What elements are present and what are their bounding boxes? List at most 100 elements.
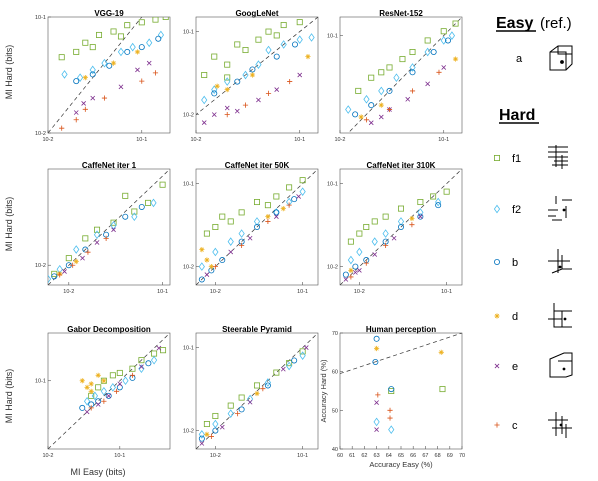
data-point [105, 392, 112, 399]
series-asterisk [214, 53, 311, 93]
data-point [417, 214, 423, 219]
data-point [239, 242, 245, 249]
data-point [291, 41, 298, 48]
series-square [355, 20, 459, 94]
data-point [296, 35, 303, 44]
identity-line [347, 17, 462, 133]
legend-easy-suffix: (ref.) [540, 15, 572, 32]
data-point [345, 105, 352, 114]
series-square [347, 188, 450, 245]
data-point [84, 384, 90, 390]
data-point [358, 114, 364, 120]
data-point [134, 49, 141, 55]
x-tick-label: 10-2 [63, 289, 74, 295]
data-point [212, 427, 219, 434]
data-point [374, 345, 380, 352]
y-tick-label: 10-1 [327, 34, 338, 40]
data-point [117, 33, 124, 40]
data-point [101, 378, 107, 384]
data-point [82, 39, 89, 46]
data-point [219, 424, 225, 430]
legend-marker [493, 204, 501, 214]
series-plus [348, 222, 415, 280]
data-point [424, 37, 431, 44]
data-point [138, 357, 145, 364]
data-point [273, 53, 280, 60]
x-tick-label: 61 [349, 453, 355, 459]
y-tick-label: 10-1 [327, 182, 338, 188]
y-tick-label: 40 [332, 447, 338, 453]
data-point [273, 369, 280, 376]
identity-line [196, 17, 318, 116]
series-diamond [201, 33, 315, 105]
data-point [88, 388, 94, 394]
identity-line [48, 169, 170, 285]
stimulus-shape-icon [548, 196, 572, 221]
series-circle [198, 357, 298, 442]
legend-entry-c: c [494, 412, 572, 438]
x-tick-label: 63 [374, 453, 380, 459]
data-point [59, 125, 65, 131]
chart-title: CaffeNet iter 50K [225, 161, 290, 170]
y-tick-label: 10-1 [183, 346, 194, 352]
series-asterisk [82, 49, 141, 81]
x-tick-label: 10-1 [297, 289, 308, 295]
plot-area [195, 16, 319, 134]
data-point [409, 49, 416, 56]
data-point [274, 87, 280, 92]
plot-area [339, 332, 463, 450]
data-point [101, 398, 107, 404]
data-point [417, 199, 424, 206]
data-point [95, 402, 101, 407]
reference-line [340, 333, 462, 374]
data-point [386, 64, 393, 71]
data-point [224, 111, 230, 118]
data-point [382, 213, 389, 220]
y-tick-label: 10-1 [183, 182, 194, 188]
data-point [348, 267, 354, 273]
data-point [253, 199, 260, 206]
data-point [372, 358, 379, 365]
series-cross [199, 345, 309, 446]
data-point [109, 383, 116, 392]
x-tick-label: 10-1 [157, 289, 168, 295]
data-point [255, 60, 262, 69]
data-point [129, 42, 136, 52]
data-point [399, 56, 406, 63]
x-tick-label: 67 [422, 453, 428, 459]
series-diamond [83, 355, 158, 406]
data-point [373, 335, 380, 342]
data-point [280, 40, 287, 49]
data-point [439, 386, 446, 393]
data-point [138, 203, 145, 210]
data-point [203, 421, 210, 428]
series-cross [84, 345, 162, 415]
series-circle [342, 202, 442, 278]
data-point [82, 106, 88, 112]
data-point [106, 62, 113, 69]
data-point [79, 378, 85, 384]
data-point [397, 223, 404, 230]
data-point [235, 411, 241, 417]
data-point [255, 36, 262, 43]
data-point [211, 90, 218, 97]
data-point [291, 357, 298, 364]
x-tick-label: 10-2 [42, 137, 53, 143]
identity-line [196, 169, 318, 285]
data-point [152, 70, 159, 76]
data-point [111, 227, 116, 233]
series-square [388, 386, 446, 394]
stimulus-shape-icon [549, 352, 573, 378]
data-point [122, 213, 129, 220]
x-tick-label: 60 [337, 453, 343, 459]
data-point [352, 263, 359, 270]
data-point [356, 247, 363, 257]
data-point [247, 399, 253, 405]
data-point [150, 355, 158, 365]
data-point [199, 247, 205, 253]
x-tick-label: 65 [398, 453, 404, 459]
chart-title: Steerable Pyramid [222, 325, 292, 334]
series-plus [208, 386, 266, 440]
data-point [198, 262, 205, 271]
data-point [224, 105, 230, 111]
